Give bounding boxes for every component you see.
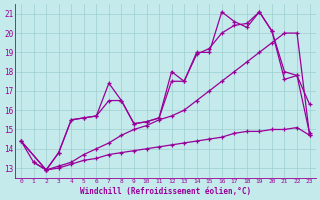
X-axis label: Windchill (Refroidissement éolien,°C): Windchill (Refroidissement éolien,°C) (80, 187, 251, 196)
